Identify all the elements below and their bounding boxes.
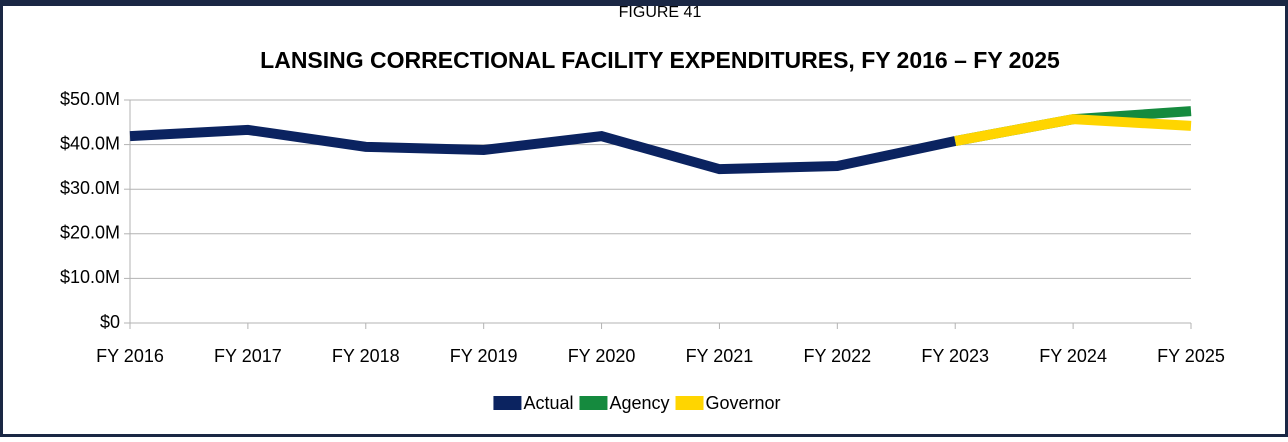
x-tick-label: FY 2018 [332, 346, 400, 366]
x-tick-label: FY 2016 [96, 346, 164, 366]
legend-label: Agency [609, 393, 669, 413]
top-bar [0, 0, 1288, 6]
y-tick-label: $10.0M [60, 267, 120, 287]
x-tick-label: FY 2019 [450, 346, 518, 366]
y-tick-label: $40.0M [60, 133, 120, 153]
chart-title: LANSING CORRECTIONAL FACILITY EXPENDITUR… [260, 47, 1060, 73]
x-tick-label: FY 2022 [803, 346, 871, 366]
legend-label: Actual [523, 393, 573, 413]
y-tick-label: $20.0M [60, 223, 120, 243]
y-tick-label: $50.0M [60, 89, 120, 109]
legend-swatch [493, 396, 522, 410]
y-tick-label: $30.0M [60, 178, 120, 198]
legend-label: Governor [706, 393, 781, 413]
chart-subtitle: FIGURE 41 [619, 4, 702, 21]
x-tick-label: FY 2020 [568, 346, 636, 366]
x-tick-label: FY 2024 [1039, 346, 1107, 366]
x-tick-label: FY 2025 [1157, 346, 1225, 366]
x-tick-label: FY 2021 [686, 346, 754, 366]
series-line [129, 124, 957, 175]
x-tick-label: FY 2023 [921, 346, 989, 366]
legend-swatch [675, 396, 704, 410]
x-tick-label: FY 2017 [214, 346, 282, 366]
legend-swatch [579, 396, 608, 410]
series-line [954, 114, 1192, 146]
y-tick-label: $0 [100, 312, 120, 332]
